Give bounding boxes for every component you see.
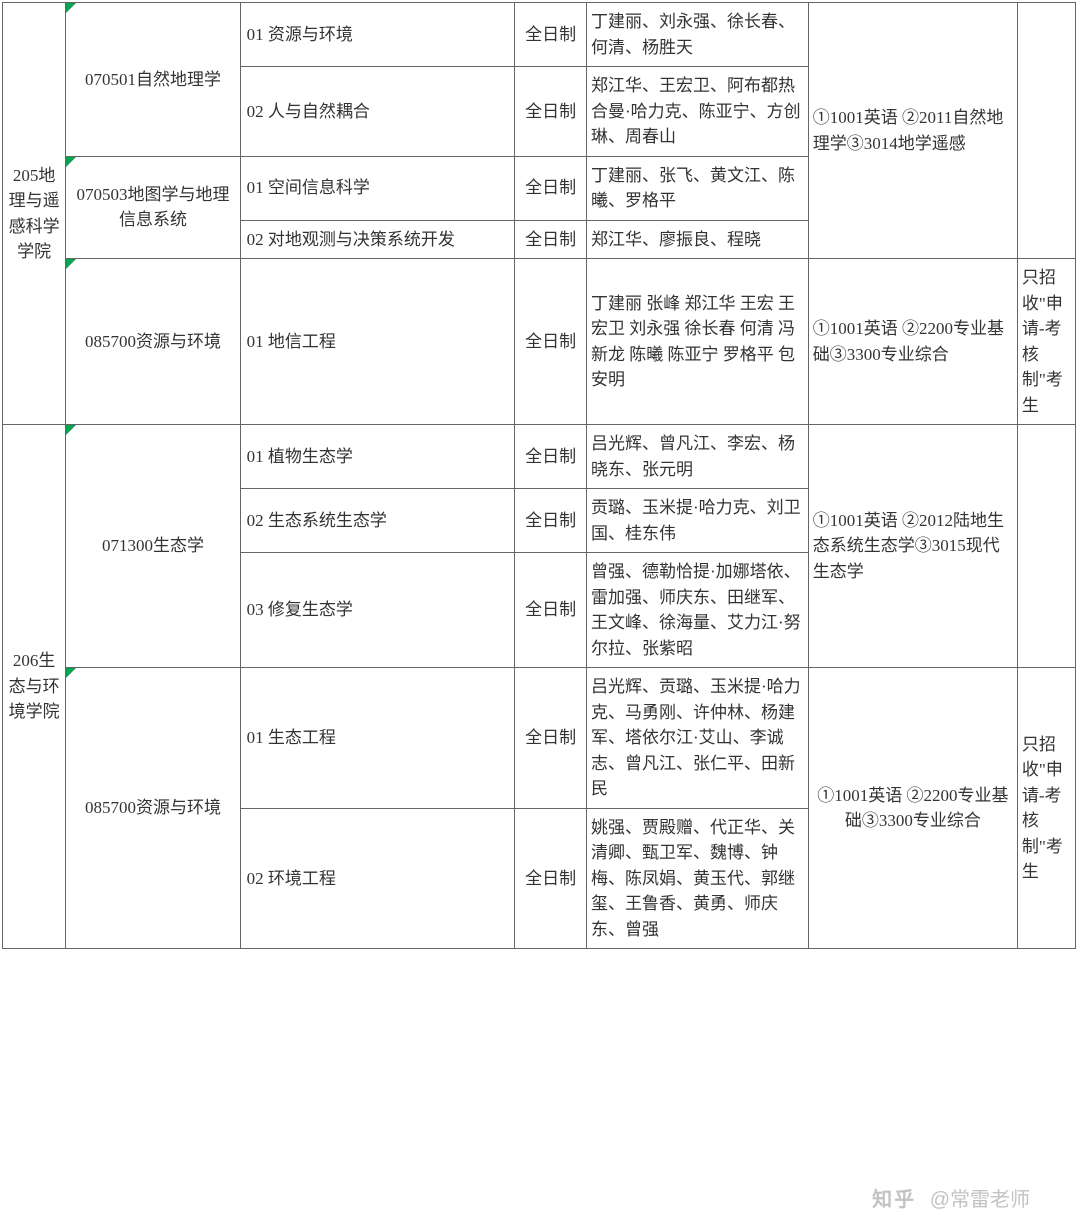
advisors-cell: 吕光辉、贡璐、玉米提·哈力克、马勇刚、许仲林、杨建军、塔依尔江·艾山、李诚志、曾… bbox=[587, 668, 809, 809]
dir-name: 对地观测与决策系统开发 bbox=[264, 230, 455, 249]
mode-cell: 全日制 bbox=[515, 489, 587, 553]
advisors-cell: 姚强、贾殿赠、代正华、关清卿、甄卫军、魏博、钟梅、陈凤娟、黄玉代、郭继玺、王鲁香… bbox=[587, 808, 809, 949]
dir-no: 01 bbox=[247, 447, 264, 466]
dir-no: 02 bbox=[247, 511, 264, 530]
watermark-brand: 知乎 bbox=[872, 1189, 916, 1211]
exam-cell: ①1001英语 ②2011自然地理学③3014地学遥感 bbox=[808, 3, 1017, 259]
mode-cell: 全日制 bbox=[515, 259, 587, 425]
advisors-cell: 郑江华、廖振良、程晓 bbox=[587, 220, 809, 259]
dir-no: 02 bbox=[247, 102, 264, 121]
direction-cell: 02 生态系统生态学 bbox=[240, 489, 515, 553]
mode-cell: 全日制 bbox=[515, 553, 587, 668]
advisors-cell: 曾强、德勒恰提·加娜塔依、雷加强、师庆东、田继军、王文峰、徐海量、艾力江·努尔拉… bbox=[587, 553, 809, 668]
dir-no: 01 bbox=[247, 332, 264, 351]
direction-cell: 01 植物生态学 bbox=[240, 425, 515, 489]
dir-name: 植物生态学 bbox=[264, 447, 353, 466]
dir-name: 修复生态学 bbox=[264, 600, 353, 619]
mode-cell: 全日制 bbox=[515, 425, 587, 489]
advisors-cell: 郑江华、王宏卫、阿布都热合曼·哈力克、陈亚宁、方创琳、周春山 bbox=[587, 67, 809, 157]
dir-no: 01 bbox=[247, 728, 264, 747]
exam-cell: ①1001英语 ②2012陆地生态系统生态学③3015现代生态学 bbox=[808, 425, 1017, 668]
direction-cell: 01 生态工程 bbox=[240, 668, 515, 809]
table-row: 205地理与遥感科学学院 070501自然地理学 01 资源与环境 全日制 丁建… bbox=[3, 3, 1076, 67]
dir-name: 人与自然耦合 bbox=[264, 102, 370, 121]
table-row: 085700资源与环境 01 地信工程 全日制 丁建丽 张峰 郑江华 王宏 王宏… bbox=[3, 259, 1076, 425]
admission-table: 205地理与遥感科学学院 070501自然地理学 01 资源与环境 全日制 丁建… bbox=[2, 2, 1076, 949]
dir-name: 空间信息科学 bbox=[264, 178, 370, 197]
dir-name: 生态系统生态学 bbox=[264, 511, 387, 530]
direction-cell: 01 空间信息科学 bbox=[240, 156, 515, 220]
mode-cell: 全日制 bbox=[515, 67, 587, 157]
table-row: 206生态与环境学院 071300生态学 01 植物生态学 全日制 吕光辉、曾凡… bbox=[3, 425, 1076, 489]
advisors-cell: 丁建丽 张峰 郑江华 王宏 王宏卫 刘永强 徐长春 何清 冯新龙 陈曦 陈亚宁 … bbox=[587, 259, 809, 425]
advisors-cell: 贡璐、玉米提·哈力克、刘卫国、桂东伟 bbox=[587, 489, 809, 553]
dir-no: 02 bbox=[247, 869, 264, 888]
advisors-cell: 丁建丽、刘永强、徐长春、何清、杨胜天 bbox=[587, 3, 809, 67]
mode-cell: 全日制 bbox=[515, 220, 587, 259]
watermark: 知乎 @常雷老师 bbox=[872, 1183, 1030, 1212]
major-cell: 071300生态学 bbox=[66, 425, 240, 668]
dir-name: 地信工程 bbox=[264, 332, 336, 351]
dir-name: 资源与环境 bbox=[264, 25, 353, 44]
major-cell: 070501自然地理学 bbox=[66, 3, 240, 157]
dir-no: 01 bbox=[247, 25, 264, 44]
dir-name: 环境工程 bbox=[264, 869, 336, 888]
dir-no: 02 bbox=[247, 230, 264, 249]
major-cell: 085700资源与环境 bbox=[66, 259, 240, 425]
mode-cell: 全日制 bbox=[515, 668, 587, 809]
exam-cell: ①1001英语 ②2200专业基础③3300专业综合 bbox=[808, 259, 1017, 425]
note-cell bbox=[1017, 3, 1075, 259]
major-cell: 070503地图学与地理信息系统 bbox=[66, 156, 240, 259]
dir-no: 03 bbox=[247, 600, 264, 619]
direction-cell: 02 人与自然耦合 bbox=[240, 67, 515, 157]
dept-cell: 205地理与遥感科学学院 bbox=[3, 3, 66, 425]
dir-no: 01 bbox=[247, 178, 264, 197]
direction-cell: 01 资源与环境 bbox=[240, 3, 515, 67]
exam-cell: ①1001英语 ②2200专业基础③3300专业综合 bbox=[808, 668, 1017, 949]
mode-cell: 全日制 bbox=[515, 156, 587, 220]
direction-cell: 02 环境工程 bbox=[240, 808, 515, 949]
watermark-author: @常雷老师 bbox=[930, 1189, 1030, 1211]
note-cell: 只招收"申请-考核制"考生 bbox=[1017, 259, 1075, 425]
dept-cell: 206生态与环境学院 bbox=[3, 425, 66, 949]
note-cell: 只招收"申请-考核制"考生 bbox=[1017, 668, 1075, 949]
note-cell bbox=[1017, 425, 1075, 668]
direction-cell: 02 对地观测与决策系统开发 bbox=[240, 220, 515, 259]
table-row: 085700资源与环境 01 生态工程 全日制 吕光辉、贡璐、玉米提·哈力克、马… bbox=[3, 668, 1076, 809]
direction-cell: 03 修复生态学 bbox=[240, 553, 515, 668]
major-cell: 085700资源与环境 bbox=[66, 668, 240, 949]
mode-cell: 全日制 bbox=[515, 808, 587, 949]
direction-cell: 01 地信工程 bbox=[240, 259, 515, 425]
dir-name: 生态工程 bbox=[264, 728, 336, 747]
advisors-cell: 丁建丽、张飞、黄文江、陈曦、罗格平 bbox=[587, 156, 809, 220]
advisors-cell: 吕光辉、曾凡江、李宏、杨晓东、张元明 bbox=[587, 425, 809, 489]
mode-cell: 全日制 bbox=[515, 3, 587, 67]
